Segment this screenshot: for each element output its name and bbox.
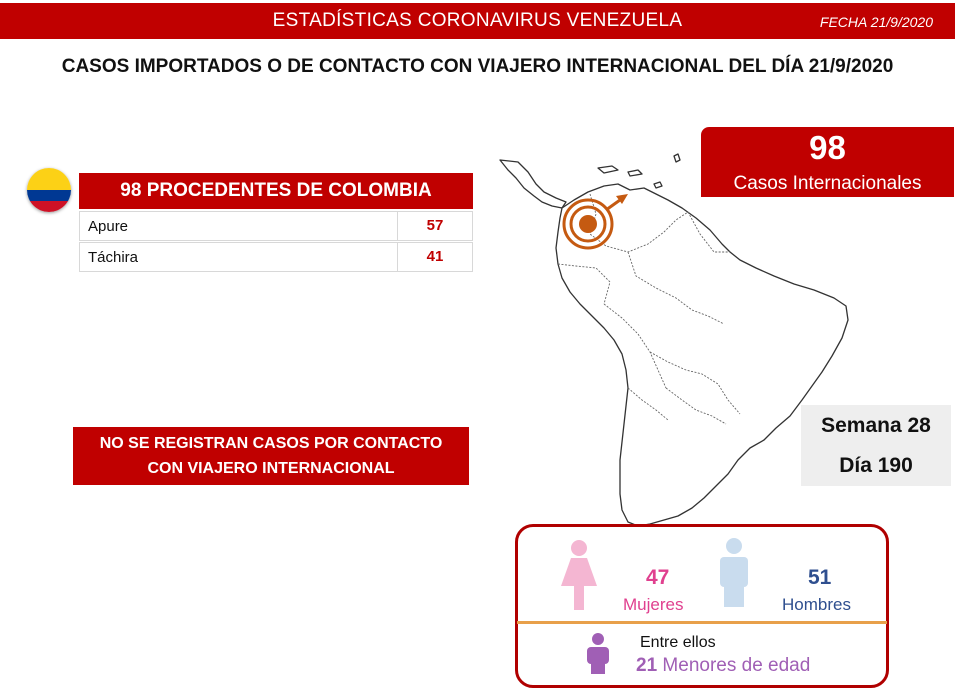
week-box: Semana 28 Día 190 [801,405,951,486]
international-cases-count: 98 [809,129,846,166]
minors-label: Menores de edad [662,655,811,676]
colombia-table-header: 98 PROCEDENTES DE COLOMBIA [79,173,473,209]
table-row: Táchira 41 [79,242,473,272]
male-icon [720,538,748,607]
men-label: Hombres [782,595,851,614]
no-contact-line2: CON VIAJERO INTERNACIONAL [147,460,395,477]
minors-intro: Entre ellos [640,634,716,651]
international-cases-label: Casos Internacionales [733,173,922,194]
date-label: FECHA 21/9/2020 [819,14,933,30]
state-count: 57 [397,212,472,240]
south-america-map [499,153,849,527]
minors-count: 21 [636,655,658,676]
app-title: ESTADÍSTICAS CORONAVIRUS VENEZUELA [272,10,683,31]
page-title: CASOS IMPORTADOS O DE CONTACTO CON VIAJE… [61,56,894,77]
female-icon [561,540,597,610]
men-count: 51 [808,566,832,589]
no-contact-notice: NO SE REGISTRAN CASOS POR CONTACTO CON V… [73,427,469,485]
international-cases-box: 98 Casos Internacionales [701,127,954,197]
case-origin-marker [562,194,628,250]
state-name: Apure [88,218,129,235]
women-count: 47 [646,566,670,589]
state-count: 41 [397,243,472,271]
day-number: Día 190 [839,454,913,477]
women-label: Mujeres [623,595,684,614]
colombia-flag-icon [27,168,71,212]
child-icon [587,633,609,674]
divider [517,621,887,624]
no-contact-line1: NO SE REGISTRAN CASOS POR CONTACTO [99,435,443,452]
state-name: Táchira [88,249,139,266]
week-number: Semana 28 [821,414,931,437]
header-bar: ESTADÍSTICAS CORONAVIRUS VENEZUELA FECHA… [0,3,955,39]
table-row: Apure 57 [79,211,473,241]
